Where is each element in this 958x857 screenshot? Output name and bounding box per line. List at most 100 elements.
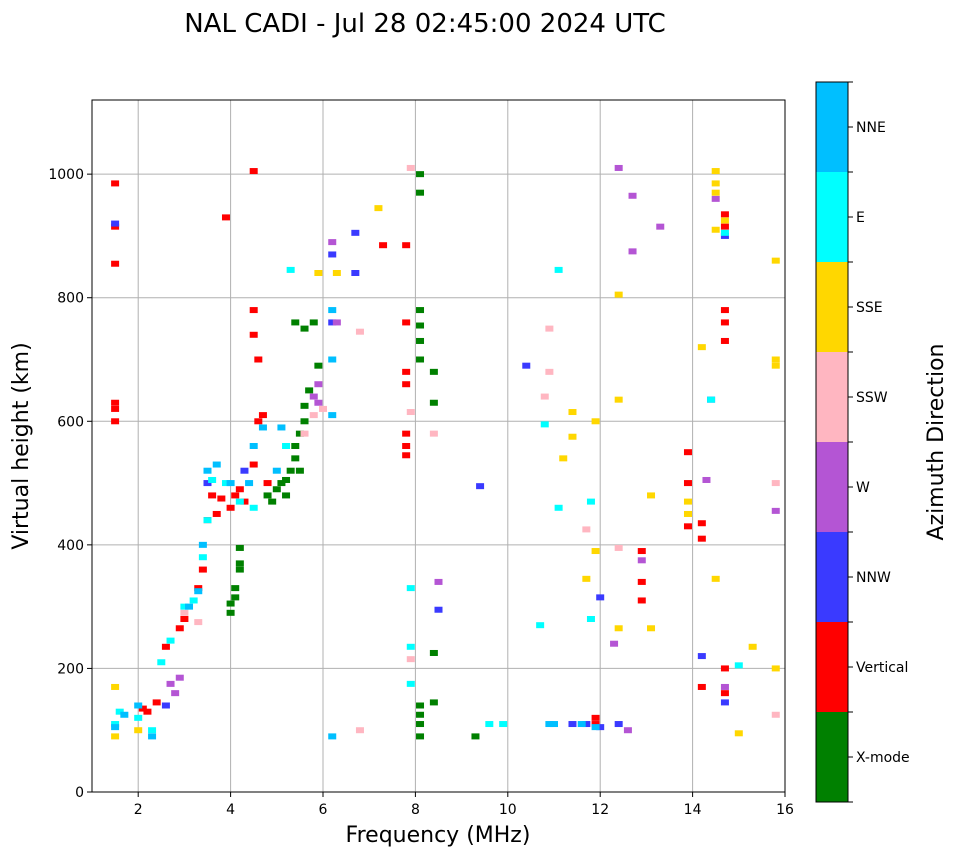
data-point: [249, 331, 258, 338]
data-point: [212, 510, 221, 517]
data-point: [111, 405, 120, 412]
data-point: [568, 721, 577, 728]
data-point: [614, 291, 623, 298]
colorbar-segment: [816, 82, 848, 172]
data-point: [328, 733, 337, 740]
data-point: [157, 659, 166, 666]
colorbar-segment: [816, 622, 848, 712]
data-point: [429, 699, 438, 706]
data-point: [771, 507, 780, 514]
data-point: [406, 680, 415, 687]
data-point: [328, 412, 337, 419]
data-point: [249, 168, 258, 175]
data-point: [402, 452, 411, 459]
series-nnw: [111, 220, 729, 731]
x-tick-label: 16: [776, 802, 794, 818]
data-point: [416, 171, 425, 178]
colorbar-frame: [815, 81, 849, 803]
data-point: [545, 325, 554, 332]
data-point: [683, 523, 692, 530]
data-point: [111, 418, 120, 425]
data-point: [226, 480, 235, 487]
data-point: [249, 307, 258, 314]
data-point: [235, 486, 244, 493]
colorbar-segment: [816, 532, 848, 622]
data-point: [720, 229, 729, 236]
data-point: [591, 548, 600, 555]
data-point: [406, 643, 415, 650]
colorbar-category-label: X-mode: [856, 750, 910, 766]
data-point: [711, 195, 720, 202]
data-point: [771, 665, 780, 672]
data-point: [134, 727, 143, 734]
y-tick-label: 200: [57, 661, 84, 677]
data-point: [328, 356, 337, 363]
data-point: [683, 449, 692, 456]
data-point: [476, 483, 485, 490]
data-point: [221, 214, 230, 221]
data-point: [111, 724, 120, 731]
colorbar-segment: [816, 442, 848, 532]
data-point: [720, 337, 729, 344]
data-point: [416, 356, 425, 363]
data-point: [429, 368, 438, 375]
data-point: [203, 480, 212, 487]
data-point: [351, 270, 360, 276]
data-point: [161, 643, 170, 650]
colorbar-segment: [816, 172, 848, 262]
y-tick-label: 600: [57, 414, 84, 430]
data-point: [697, 683, 706, 690]
data-point: [416, 733, 425, 740]
y-axis-ticks: 0 200 400 600 800 1000: [48, 167, 92, 801]
data-point: [235, 498, 244, 505]
data-point: [175, 625, 184, 632]
x-axis-label: Frequency (MHz): [346, 823, 531, 848]
data-point: [198, 554, 207, 561]
data-point: [586, 616, 595, 622]
data-point: [189, 597, 198, 604]
data-point: [217, 495, 226, 502]
data-point: [161, 702, 170, 709]
data-point: [697, 653, 706, 660]
data-point: [647, 492, 656, 499]
colorbar-category-label: SSW: [856, 390, 888, 406]
data-point: [771, 356, 780, 363]
data-point: [194, 588, 203, 595]
data-point: [379, 242, 388, 249]
data-point: [300, 430, 309, 437]
data-point: [720, 690, 729, 697]
data-point: [286, 266, 295, 273]
data-point: [406, 164, 415, 171]
data-point: [203, 517, 212, 524]
data-point: [734, 662, 743, 669]
data-point: [166, 637, 175, 644]
data-point: [540, 421, 549, 428]
data-point: [314, 399, 323, 406]
data-point: [268, 498, 277, 505]
data-point: [771, 257, 780, 264]
data-point: [235, 544, 244, 551]
data-point: [332, 270, 341, 276]
data-point: [720, 217, 729, 224]
data-point: [416, 322, 425, 329]
data-point: [212, 461, 221, 468]
data-marks: [111, 164, 780, 740]
data-point: [152, 699, 161, 706]
data-point: [198, 541, 207, 548]
data-point: [166, 680, 175, 687]
data-point: [291, 443, 300, 449]
data-point: [656, 223, 665, 230]
data-point: [711, 575, 720, 582]
data-point: [720, 665, 729, 672]
data-point: [402, 242, 411, 249]
data-point: [355, 727, 364, 734]
data-point: [226, 609, 235, 616]
data-point: [249, 504, 258, 511]
data-point: [591, 714, 600, 721]
data-point: [300, 325, 309, 332]
data-point: [231, 492, 240, 499]
x-tick-label: 4: [226, 802, 235, 818]
data-point: [231, 585, 240, 592]
data-point: [522, 362, 531, 369]
data-point: [282, 476, 291, 483]
